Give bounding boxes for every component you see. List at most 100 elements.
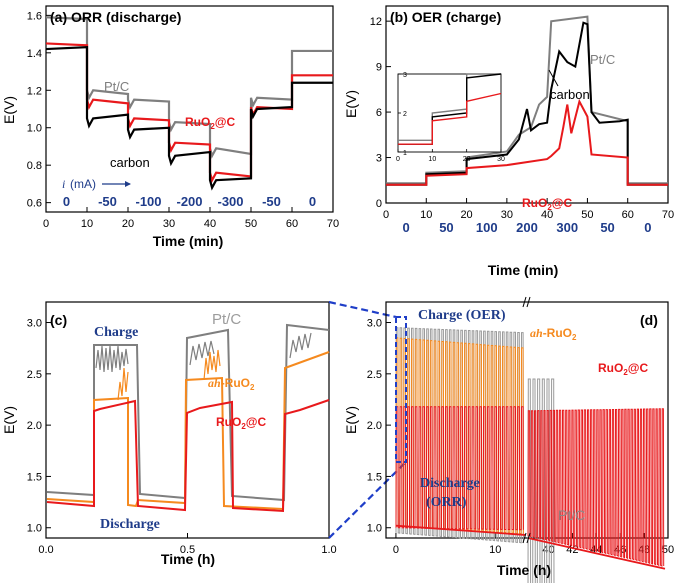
panel-b-frame: [385, 5, 669, 204]
current-value-a: -50: [262, 194, 281, 209]
series-b-ruo2c: [386, 98, 668, 186]
panel-c-ytick-label: 1.0: [27, 523, 42, 535]
series-a-ruo2c: [45, 42, 333, 184]
panel-a-xtick-label: 20: [122, 218, 134, 230]
panel-d-xtick-label: 50: [662, 544, 674, 556]
panel-d-label-orr: (ORR): [426, 495, 467, 510]
panel-d-label-ruo2: RuO2@C: [598, 361, 648, 377]
panel-a-ytick-label: 0.8: [27, 160, 42, 172]
zoom-box: [395, 316, 407, 463]
panel-a-ytick-label: 1.2: [27, 85, 42, 97]
panel-a-label-carbon: carbon: [110, 155, 150, 170]
current-value-a: 0: [309, 194, 316, 209]
panel-b-xtick-label: 20: [460, 209, 472, 221]
current-value-a: -300: [217, 194, 243, 209]
panel-a-xtick-label: 50: [245, 218, 257, 230]
current-value-b: 200: [516, 220, 538, 235]
panel-c-label-charge: Charge: [94, 325, 138, 340]
panel-d-label-ptc: Pt/C: [558, 507, 585, 523]
panel-b-xtick-label: 40: [541, 209, 553, 221]
panel-b-xtick-label: 0: [383, 209, 389, 221]
inset-ytick-label: 1: [403, 150, 407, 157]
panel-c-label-ah-ruo2: ah-RuO2: [208, 376, 255, 392]
panel-a-xtick-label: 30: [163, 218, 175, 230]
panel-b-ytick-label: 12: [370, 16, 382, 28]
current-value-a: -200: [176, 194, 202, 209]
current-label-i: i: [62, 177, 65, 191]
panel-d-frame: [385, 301, 669, 539]
current-value-a: -100: [135, 194, 161, 209]
current-label: i (mA): [62, 177, 131, 191]
panel-c-ytick-label: 3.0: [27, 318, 42, 330]
panel-a-xtick-label: 10: [81, 218, 93, 230]
panel-c-letter: (c): [50, 312, 67, 328]
series-b-carbon: [386, 21, 668, 186]
panel-d-xtick-label: 10: [489, 544, 501, 556]
panel-c: 0.0 0.5 1.0 1.0 1.5 2.0 2.5 3.0 Time (h) E(V) (…: [1, 301, 337, 567]
panel-b-xtick-label: 30: [501, 209, 513, 221]
trace-d-ruo2c-right: [527, 408, 665, 567]
current-value-b: 100: [476, 220, 498, 235]
panel-a-label-ruo2: RuO2@C: [185, 115, 235, 131]
panel-b-xlabel: Time (min): [488, 262, 559, 278]
current-value-a: -50: [98, 194, 117, 209]
panel-a-title: (a) ORR (discharge): [50, 9, 181, 25]
panel-c-xtick-label: 0.5: [180, 544, 195, 556]
panel-d-ytick-label: 2.5: [367, 369, 382, 381]
panel-d-letter: (d): [640, 312, 658, 328]
panel-c-ytick-label: 2.0: [27, 420, 42, 432]
inset-xtick-label: 30: [497, 156, 505, 163]
panel-b-xtick-label: 70: [662, 209, 674, 221]
series-a-ptc: [45, 16, 333, 159]
trace-d-ruo2c-envelope: [395, 524, 666, 570]
panel-a-ytick-label: 1.4: [27, 48, 42, 60]
current-value-b: 50: [439, 220, 453, 235]
inset-series-ptc: [398, 73, 501, 141]
current-value-b: 0: [403, 220, 410, 235]
axis-break-marks: [522, 296, 531, 544]
current-value-b: 0: [644, 220, 651, 235]
current-value-b: 50: [600, 220, 614, 235]
panel-a-xtick-label: 0: [43, 218, 49, 230]
panel-b-ytick-label: 6: [376, 107, 382, 119]
panel-d-xlabel: Time (h): [497, 562, 551, 578]
inset-ytick-label: 2: [403, 111, 407, 118]
inset-xtick-label: 10: [428, 156, 436, 163]
panel-d-traces: [395, 327, 666, 583]
trace-c-ah-ruo2: [46, 351, 330, 511]
panel-c-ytick-label: 1.5: [27, 471, 42, 483]
panel-d-ylabel: E(V): [343, 406, 359, 434]
panel-b-title: (b) OER (charge): [390, 9, 501, 25]
panel-d-xtick-label: 0: [393, 544, 399, 556]
panel-c-ylabel: E(V): [1, 406, 17, 434]
panel-c-ytick-label: 2.5: [27, 369, 42, 381]
series-b-ptc: [386, 15, 668, 185]
panel-a-xtick-label: 40: [204, 218, 216, 230]
panel-b-label-ptc: Pt/C: [590, 52, 615, 67]
panel-c-traces: [46, 323, 330, 513]
panel-c-label-ptc: Pt/C: [212, 311, 241, 328]
panel-d-xtick-label: 48: [638, 544, 650, 556]
panel-c-xtick-label: 1.0: [321, 544, 336, 556]
panel-a-ylabel: E(V): [1, 96, 17, 124]
panel-b-ylabel: E(V): [343, 90, 359, 118]
current-arrow-icon: [125, 181, 131, 187]
inset-ytick-label: 3: [403, 72, 407, 79]
panel-b-carbon-pointer: [548, 69, 559, 87]
panel-d-ytick-label: 1.5: [367, 471, 382, 483]
inset-xtick-label: 0: [396, 156, 400, 163]
panel-d-ytick-label: 1.0: [367, 523, 382, 535]
panel-d-label-charge: Charge (OER): [418, 308, 506, 323]
panel-b-label-carbon: carbon: [550, 87, 590, 102]
panel-b-label-ruo2: RuO2@C: [522, 196, 572, 212]
zoom-connector-top: [328, 300, 397, 319]
panel-b-inset: 0 10 20 30 1 2 3: [396, 72, 505, 163]
panel-b-xtick-label: 50: [581, 209, 593, 221]
zoom-connector-bottom: [328, 461, 407, 539]
panel-b-xtick-label: 60: [622, 209, 634, 221]
panel-b-ytick-label: 3: [376, 153, 382, 165]
inset-xtick-label: 20: [463, 156, 471, 163]
panel-d: 0 10 40 42 44 46 48 501.01.52.02.53.0 Time (h) …: [343, 296, 674, 583]
panel-d-ytick-label: 2.0: [367, 420, 382, 432]
